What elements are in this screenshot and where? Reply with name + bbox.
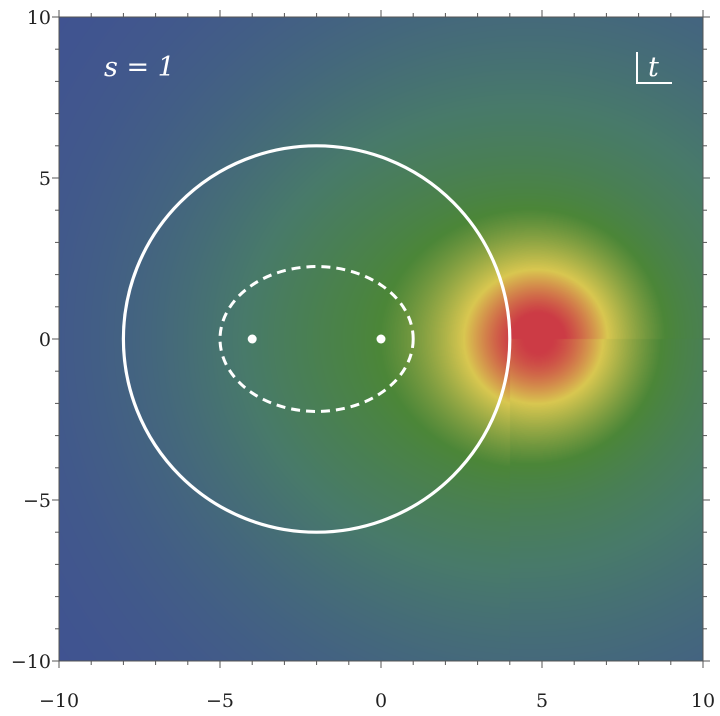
variable-label-text: t [648,52,659,83]
y-tick-label: −5 [23,490,51,512]
x-tick-label: 0 [375,690,387,712]
x-tick-label: −5 [206,690,234,712]
dashed-contour-circle [218,265,415,413]
axes: −10 −5 0 5 10 −10 −5 0 5 10 [11,7,715,712]
y-tick-label: 5 [39,168,51,190]
x-tick-label: −10 [39,690,79,712]
solid-contour-circle [121,144,512,534]
singular-point [376,334,386,344]
variable-label: t [636,52,672,84]
parameter-label: s = 1 [104,52,175,83]
parameter-label-text: s = 1 [104,52,175,83]
singular-point [247,334,257,344]
x-tick-label: 10 [691,690,715,712]
y-tick-label: 0 [39,329,51,351]
y-tick-label: −10 [11,651,51,673]
x-tick-label: 5 [536,690,548,712]
overlay-layer [121,144,512,534]
y-tick-label: 10 [27,7,51,29]
